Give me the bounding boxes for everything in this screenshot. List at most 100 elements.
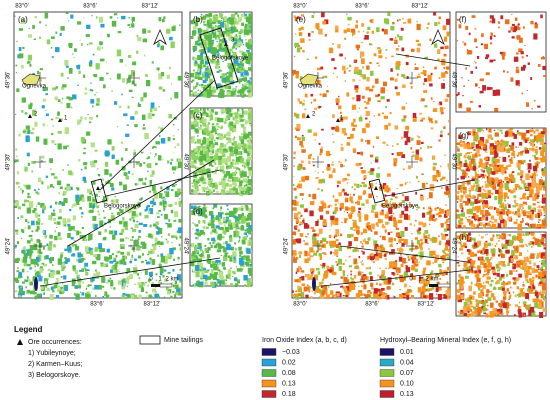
- map-pixel: [38, 251, 43, 255]
- map-pixel: [423, 267, 426, 272]
- map-pixel: [171, 26, 176, 32]
- map-pixel: [248, 172, 251, 175]
- map-pixel: [522, 207, 524, 210]
- map-pixel: [239, 32, 241, 35]
- map-pixel: [244, 35, 246, 38]
- map-pixel: [470, 70, 473, 74]
- map-pixel: [220, 127, 223, 129]
- map-pixel: [208, 140, 214, 145]
- map-pixel: [430, 121, 434, 124]
- map-pixel: [114, 230, 118, 236]
- map-pixel: [214, 142, 219, 146]
- map-pixel: [26, 200, 29, 203]
- map-pixel: [364, 238, 366, 240]
- map-pixel: [247, 175, 250, 179]
- map-pixel: [235, 170, 237, 173]
- map-pixel: [316, 288, 321, 293]
- map-pixel: [373, 115, 375, 117]
- map-pixel: [332, 43, 335, 45]
- map-pixel: [73, 293, 76, 296]
- map-pixel: [44, 12, 49, 19]
- map-pixel: [195, 244, 197, 247]
- map-pixel: [30, 258, 35, 265]
- map-pixel: [85, 34, 90, 37]
- map-pixel: [298, 217, 301, 219]
- map-pixel: [197, 132, 200, 135]
- map-pixel: [167, 271, 171, 274]
- map-pixel: [204, 269, 209, 274]
- map-pixel: [401, 136, 403, 140]
- map-pixel: [344, 37, 346, 40]
- map-pixel: [244, 14, 247, 17]
- map-pixel: [220, 91, 225, 98]
- map-pixel: [234, 12, 238, 15]
- map-pixel: [340, 161, 342, 164]
- map-pixel: [223, 120, 225, 123]
- map-pixel: [504, 203, 507, 208]
- map-pixel: [114, 101, 118, 105]
- map-pixel: [203, 187, 209, 190]
- map-pixel: [145, 74, 148, 77]
- map-pixel: [396, 267, 401, 274]
- map-pixel: [531, 176, 534, 179]
- map-pixel: [511, 152, 515, 157]
- map-pixel: [459, 218, 464, 222]
- map-pixel: [131, 247, 136, 251]
- map-pixel: [210, 147, 214, 151]
- map-pixel: [506, 181, 510, 184]
- map-pixel: [20, 215, 24, 219]
- map-pixel: [60, 288, 63, 290]
- map-pixel: [247, 119, 252, 123]
- map-pixel: [414, 260, 416, 263]
- map-pixel: [199, 253, 203, 258]
- map-pixel: [380, 203, 384, 207]
- map-pixel: [162, 18, 165, 23]
- map-pixel: [119, 232, 123, 235]
- map-pixel: [73, 240, 77, 242]
- map-pixel: [402, 257, 406, 264]
- map-pixel: [92, 198, 97, 202]
- map-pixel: [543, 193, 546, 199]
- map-pixel: [500, 139, 504, 143]
- map-pixel: [92, 287, 95, 290]
- map-pixel: [206, 260, 209, 263]
- map-pixel: [176, 288, 181, 293]
- map-pixel: [499, 205, 502, 208]
- map-pixel: [172, 291, 175, 293]
- map-pixel: [477, 207, 481, 211]
- map-pixel: [238, 41, 243, 47]
- map-pixel: [207, 148, 210, 151]
- map-pixel: [242, 143, 247, 149]
- map-pixel: [74, 285, 79, 289]
- map-pixel: [371, 85, 375, 89]
- map-pixel: [246, 49, 250, 53]
- map-pixel: [465, 153, 468, 155]
- map-pixel: [424, 267, 427, 269]
- map-pixel: [352, 148, 357, 153]
- map-pixel: [222, 246, 225, 248]
- map-pixel: [399, 293, 403, 299]
- map-pixel: [235, 188, 237, 191]
- map-pixel: [15, 231, 19, 235]
- map-pixel: [218, 220, 222, 225]
- map-pixel: [225, 28, 230, 35]
- map-pixel: [338, 265, 342, 271]
- map-pixel: [364, 35, 369, 40]
- map-pixel: [411, 137, 414, 141]
- map-pixel: [241, 51, 246, 56]
- map-pixel: [366, 76, 370, 82]
- map-pixel: [537, 184, 543, 191]
- map-pixel: [215, 182, 218, 186]
- map-pixel: [342, 273, 346, 277]
- map-pixel: [295, 271, 298, 274]
- map-pixel: [205, 14, 209, 17]
- map-pixel: [485, 72, 490, 76]
- map-pixel: [147, 156, 150, 159]
- map-pixel: [136, 273, 140, 276]
- map-pixel: [461, 182, 465, 187]
- map-pixel: [325, 210, 330, 214]
- map-pixel: [318, 228, 323, 234]
- map-pixel: [419, 147, 422, 150]
- map-pixel: [401, 154, 406, 159]
- map-pixel: [464, 159, 468, 164]
